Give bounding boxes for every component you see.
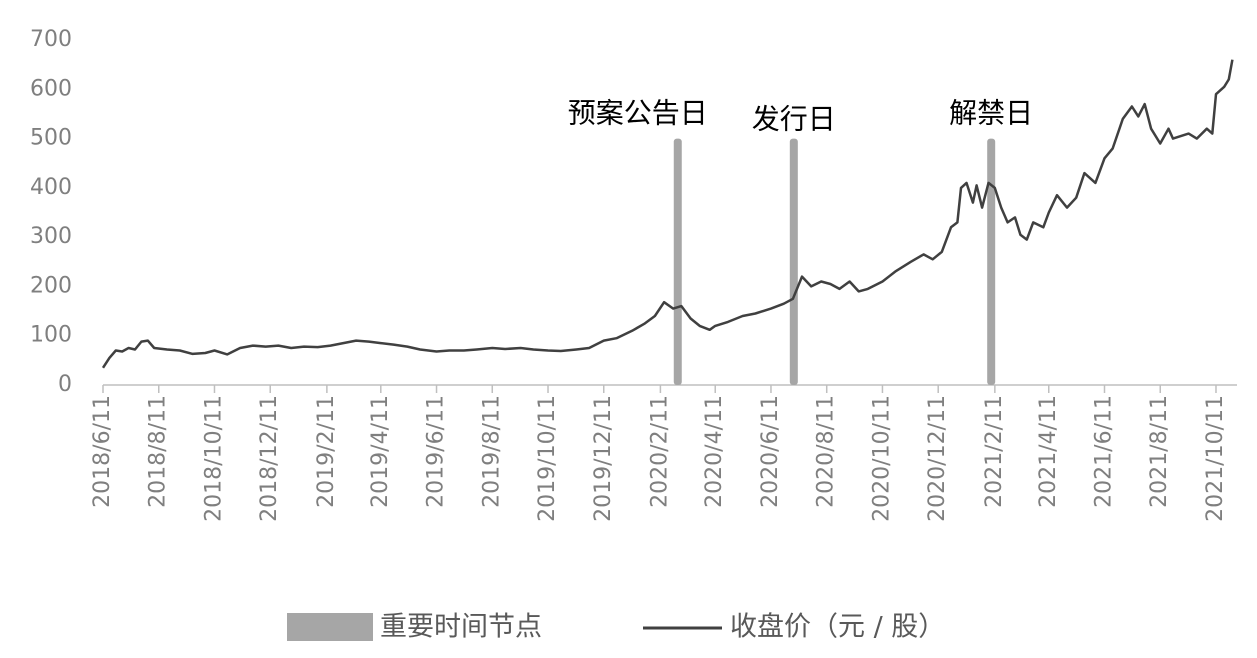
event-label: 解禁日 [949, 97, 1033, 130]
y-tick-label: 0 [58, 372, 72, 397]
x-tick-label: 2019/2/11 [314, 395, 339, 508]
x-tick-label: 2019/10/11 [535, 395, 560, 522]
x-tick-label: 2020/6/11 [758, 395, 783, 508]
y-tick-label: 400 [30, 175, 72, 200]
x-tick-label: 2021/4/11 [1036, 395, 1061, 508]
legend-label: 重要时间节点 [380, 612, 542, 643]
event-bar [987, 138, 996, 385]
y-tick-label: 700 [30, 27, 72, 52]
x-tick-label: 2019/4/11 [368, 395, 393, 508]
x-tick-label: 2018/6/11 [90, 395, 115, 508]
x-tick-label: 2021/8/11 [1147, 395, 1172, 508]
x-tick-label: 2018/12/11 [257, 395, 282, 522]
price-line [101, 59, 1234, 369]
legend-swatch [287, 613, 373, 641]
event-label: 预案公告日 [568, 97, 708, 130]
x-tick-label: 2021/6/11 [1092, 395, 1117, 508]
x-tick-label: 2019/6/11 [424, 395, 449, 508]
x-tick-label: 2018/10/11 [201, 395, 226, 522]
x-tick-label: 2020/2/11 [647, 395, 672, 508]
event-label: 发行日 [752, 103, 836, 136]
x-tick-label: 2020/12/11 [925, 395, 950, 522]
x-tick-label: 2020/8/11 [814, 395, 839, 508]
x-tick-label: 2018/8/11 [146, 395, 171, 508]
legend-label: 收盘价（元 / 股） [730, 612, 945, 643]
y-tick-label: 500 [30, 126, 72, 151]
event-bar [789, 138, 798, 385]
x-tick-label: 2021/2/11 [982, 395, 1007, 508]
event-bar [673, 138, 682, 385]
x-tick-label: 2019/8/11 [479, 395, 504, 508]
y-tick-label: 200 [30, 273, 72, 298]
y-tick-label: 300 [30, 224, 72, 249]
y-tick-label: 600 [30, 76, 72, 101]
x-tick-label: 2020/10/11 [869, 395, 894, 522]
x-tick-label: 2020/4/11 [702, 395, 727, 508]
x-tick-label: 2019/12/11 [591, 395, 616, 522]
y-tick-label: 100 [30, 323, 72, 348]
x-tick-label: 2021/10/11 [1203, 395, 1228, 522]
